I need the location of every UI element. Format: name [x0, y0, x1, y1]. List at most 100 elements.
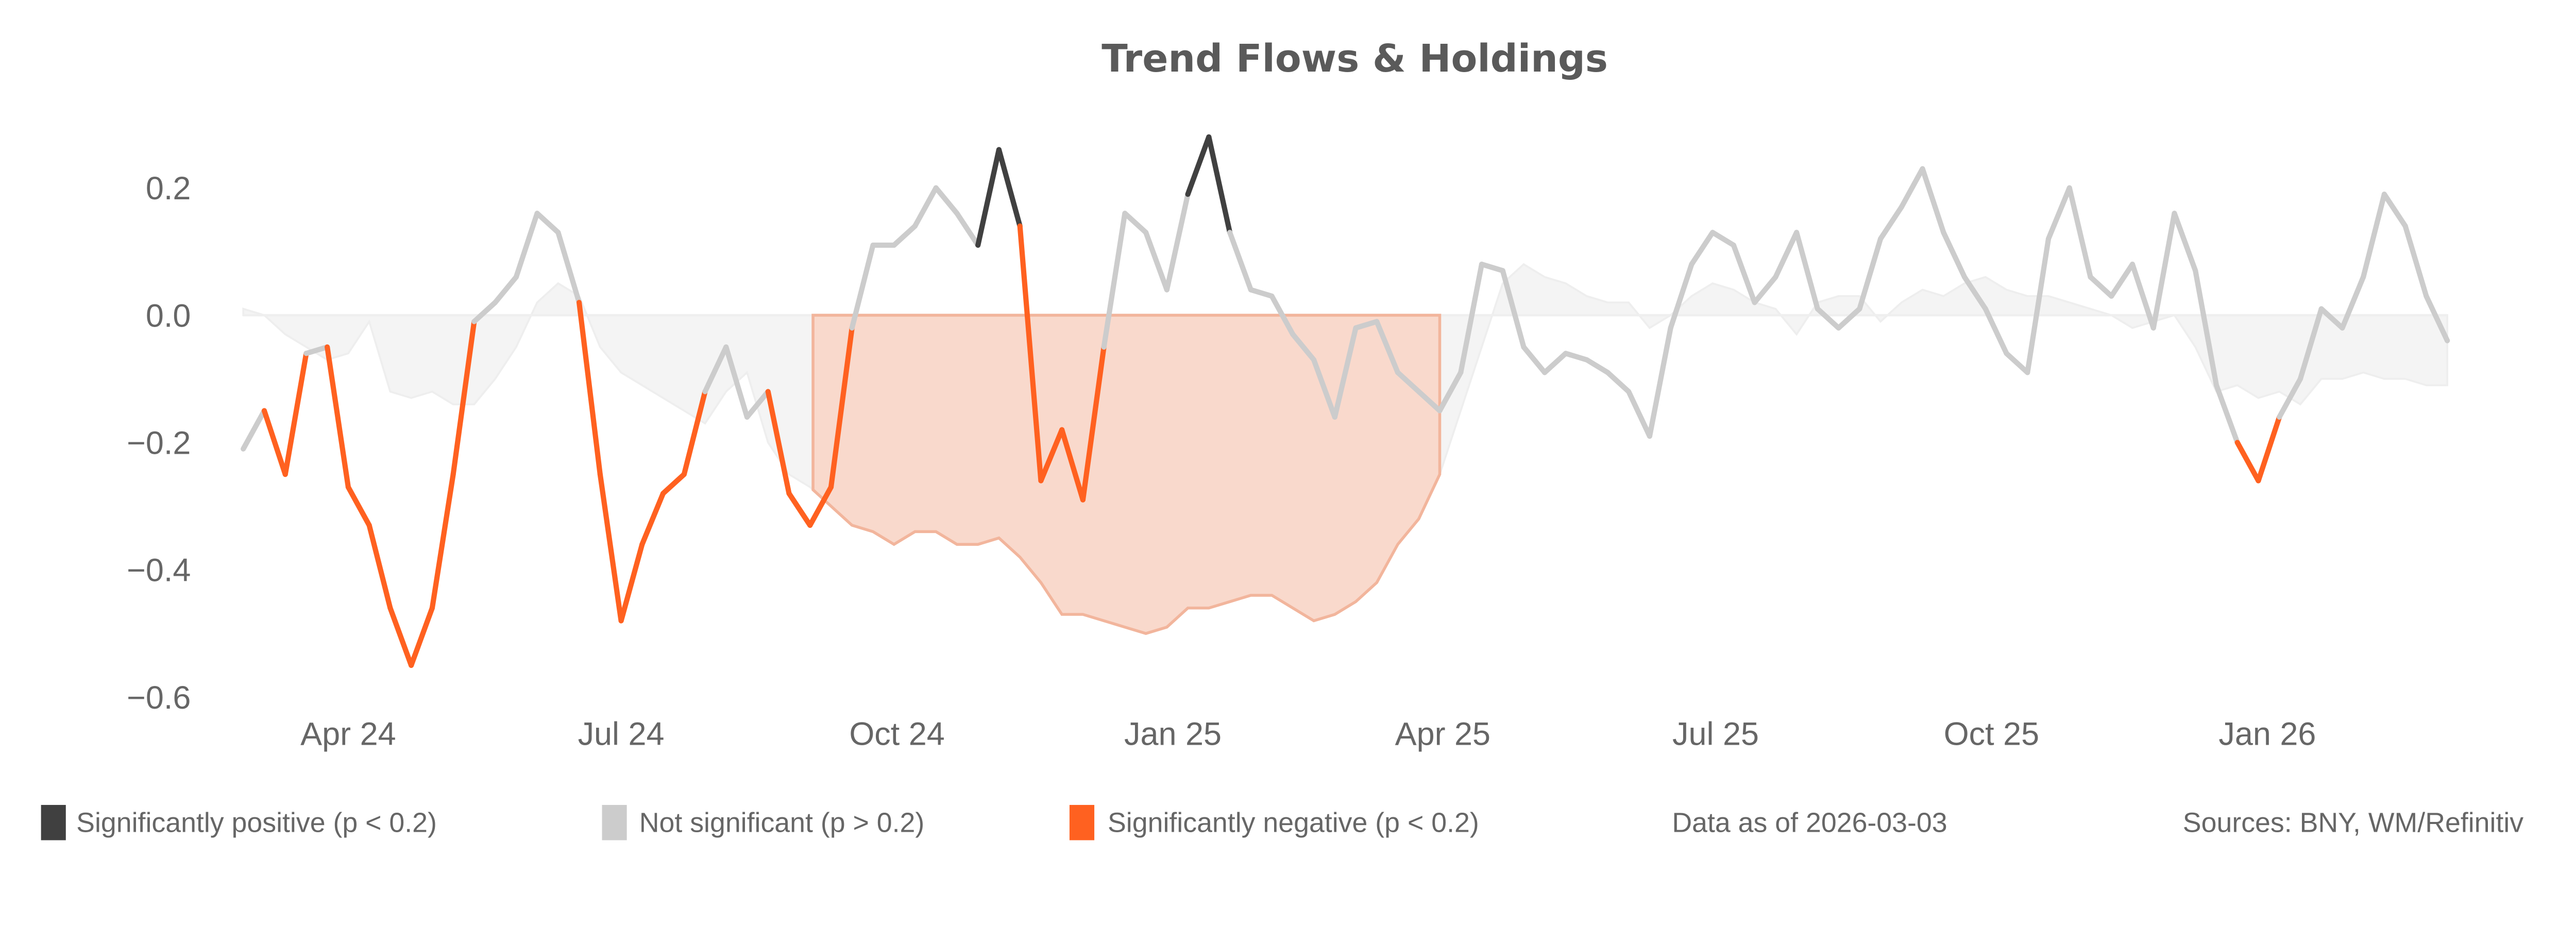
x-tick-label: Jul 24 [578, 716, 665, 752]
legend: Significantly positive (p < 0.2) Not sig… [41, 804, 2523, 840]
flow-segment-ns [1605, 370, 1632, 394]
flow-segment-neg [597, 471, 624, 624]
flow-segment-ns [1961, 274, 1988, 312]
flow-segment-ns [1101, 211, 1128, 350]
x-tick-label: Apr 24 [300, 716, 396, 752]
flow-segment-ns [1647, 325, 1673, 439]
flow-segment-ns [2381, 192, 2408, 229]
flow-segment-ns [1710, 230, 1737, 248]
flow-segment-ns [1857, 236, 1884, 312]
flow-segment-ns [1395, 370, 1421, 394]
flow-segment-ns [1815, 306, 1841, 331]
flow-segment-neg [1080, 344, 1107, 503]
y-tick-label: 0.2 [146, 170, 191, 207]
x-tick-label: Jan 26 [2218, 716, 2316, 752]
flow-segment-ns [555, 230, 582, 305]
flow-segment-ns [2318, 306, 2345, 331]
flow-segment-ns [744, 389, 771, 420]
flow-segment-ns [954, 211, 981, 248]
flow-segment-ns [1458, 262, 1485, 375]
flow-segment-neg [429, 471, 456, 611]
flow-segment-neg [345, 484, 372, 528]
flow-segment-neg [681, 389, 708, 477]
flow-segment-ns [1479, 262, 1505, 273]
flow-segment-ns [912, 185, 939, 229]
flow-segment-neg [807, 484, 834, 528]
flow-segment-ns [1689, 230, 1716, 267]
flow-segment-ns [702, 344, 729, 394]
flow-segment-ns [2172, 211, 2198, 273]
y-tick-label: −0.6 [127, 680, 191, 716]
flow-segment-ns [849, 242, 876, 331]
flow-segment-ns [2297, 306, 2324, 382]
flow-segment-ns [1374, 319, 1401, 375]
flows-line [241, 134, 2450, 668]
legend-swatch-negative [1069, 804, 1095, 840]
flow-segment-ns [1982, 306, 2009, 356]
flow-segment-ns [1941, 230, 1968, 280]
flow-segment-ns [1878, 204, 1904, 242]
flow-segment-ns [1563, 351, 1589, 363]
flow-segment-pos [996, 147, 1023, 229]
sources-note: Sources: BNY, WM/Refinitiv [2183, 808, 2523, 838]
flow-segment-neg [1059, 427, 1086, 503]
flow-segment-ns [241, 408, 267, 452]
flow-segment-ns [1731, 242, 1757, 305]
flow-segment-ns [1899, 166, 1925, 210]
flow-segment-ns [1794, 230, 1820, 312]
flow-segment-pos [975, 147, 1002, 248]
flow-segment-ns [1290, 332, 1317, 363]
flow-segment-ns [1248, 287, 1275, 299]
flow-segment-ns [1836, 306, 1862, 331]
flow-segment-ns [2193, 268, 2219, 388]
flow-segment-ns [1668, 262, 1694, 331]
x-tick-label: Oct 24 [849, 716, 944, 752]
data-as-of-note: Data as of 2026-03-03 [1672, 808, 1947, 838]
legend-swatch-positive [41, 804, 66, 840]
flow-segment-ns [2424, 293, 2450, 344]
x-tick-label: Jul 25 [1672, 716, 1759, 752]
flow-segment-neg [282, 351, 309, 477]
legend-label-negative: Significantly negative (p < 0.2) [1108, 808, 1479, 838]
flow-segment-ns [2213, 382, 2240, 445]
flow-segment-ns [2277, 376, 2303, 420]
flow-segment-ns [2402, 223, 2429, 299]
flow-segment-ns [1416, 389, 1443, 414]
flow-segment-neg [450, 319, 477, 477]
flow-segment-neg [325, 344, 351, 490]
flow-segment-ns [1269, 293, 1296, 337]
legend-label-positive: Significantly positive (p < 0.2) [76, 808, 437, 838]
y-tick-label: −0.2 [127, 425, 191, 461]
flow-segment-ns [1122, 211, 1149, 235]
flow-segment-ns [1626, 389, 1653, 439]
flow-segment-neg [1017, 223, 1044, 484]
flow-segment-ns [1752, 274, 1778, 305]
flow-segment-ns [1437, 370, 1464, 414]
flow-segment-ns [2150, 211, 2177, 331]
flow-segment-ns [1500, 268, 1527, 350]
flow-segment-ns [2088, 274, 2114, 299]
flow-segment-ns [2004, 351, 2030, 375]
x-axis: Apr 24 Jul 24 Oct 24 Jan 25 Apr 25 Jul 2… [300, 716, 2316, 752]
flow-segment-ns [1542, 351, 1569, 375]
flow-segment-neg [366, 522, 393, 611]
flow-segment-neg [618, 541, 645, 624]
flow-segment-pos [1185, 134, 1212, 197]
y-tick-label: −0.4 [127, 553, 191, 589]
flow-segment-neg [660, 471, 687, 496]
flow-segment-ns [891, 223, 918, 248]
flow-segment-ns [534, 211, 561, 235]
flow-segment-neg [786, 491, 813, 528]
chart-title: Trend Flows & Holdings [1101, 37, 1608, 81]
flow-segment-ns [471, 300, 498, 324]
x-tick-label: Apr 25 [1395, 716, 1490, 752]
legend-swatch-not-significant [602, 804, 627, 840]
flow-segment-neg [576, 300, 603, 477]
flow-segment-neg [1038, 427, 1065, 484]
flow-segment-ns [1521, 344, 1548, 375]
flow-segment-ns [1311, 357, 1337, 420]
flow-segment-ns [2340, 274, 2366, 331]
flow-segment-ns [493, 274, 519, 305]
flow-segment-ns [1920, 166, 1946, 235]
flow-segment-ns [513, 211, 540, 280]
